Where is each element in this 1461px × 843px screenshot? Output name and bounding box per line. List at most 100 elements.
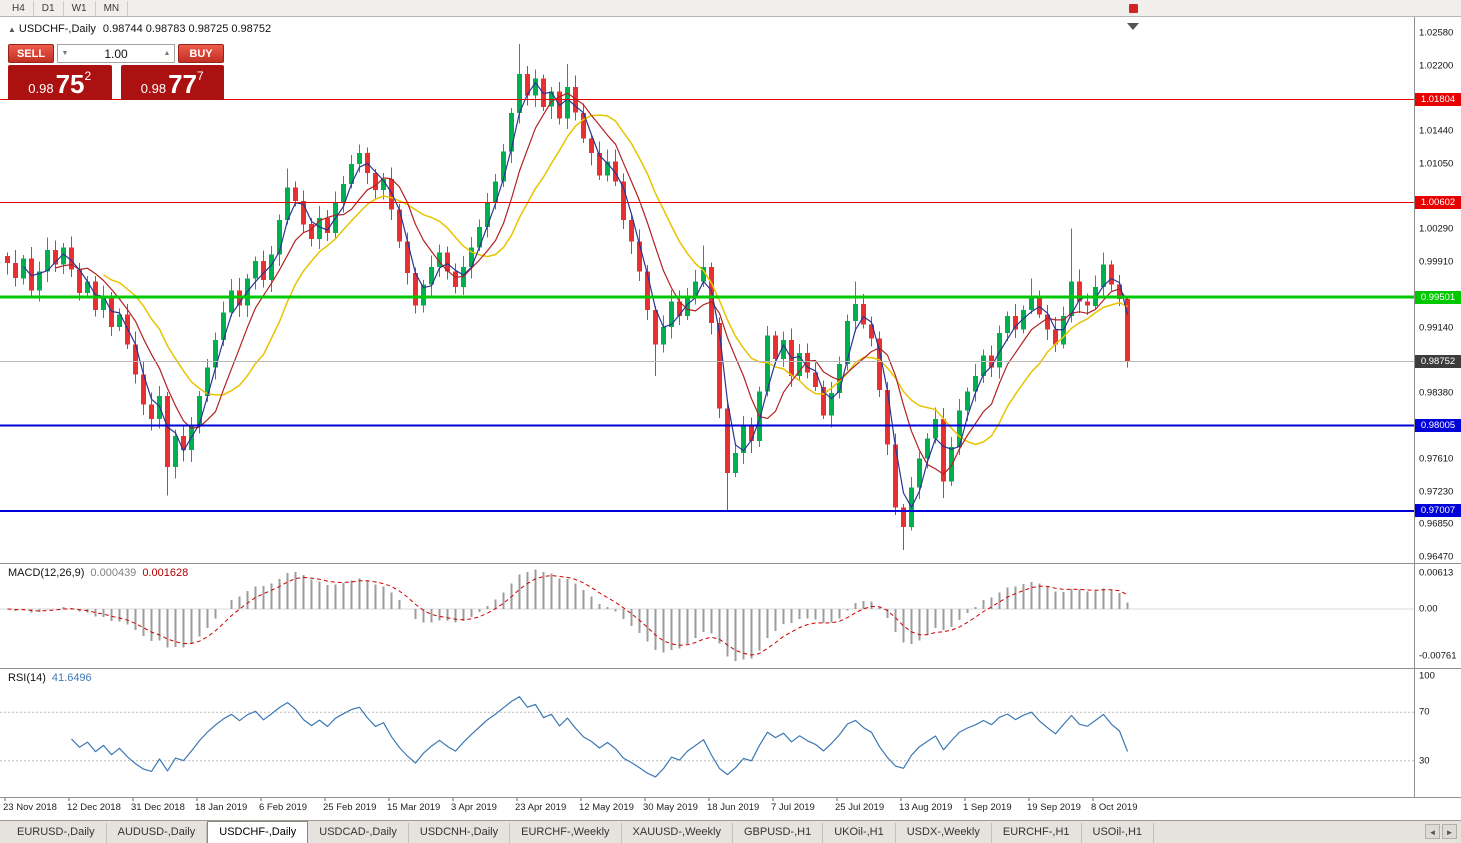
candle-body (21, 258, 26, 279)
candle-body (605, 161, 610, 176)
sell-price-display[interactable]: 0.98 75 2 (8, 65, 112, 100)
candle-body (669, 301, 674, 328)
ma-line-fast-blue (23, 82, 1129, 508)
candle-body (357, 153, 362, 165)
candle-body (445, 252, 450, 272)
tab-scroll-left-button[interactable]: ◄ (1425, 824, 1440, 839)
candle-body (29, 258, 34, 291)
candle-body (549, 91, 554, 107)
symbol-tab-eurchf-weekly[interactable]: EURCHF-,Weekly (510, 823, 622, 843)
candle-body (621, 181, 626, 220)
candle-body (485, 202, 490, 227)
candle-body (197, 395, 202, 426)
candle-body (1077, 281, 1082, 302)
symbol-tab-usdx-weekly[interactable]: USDX-,Weekly (896, 823, 992, 843)
chart-tab-list: EURUSD-,Daily AUDUSD-,Daily USDCHF-,Daily U… (6, 821, 1155, 843)
buy-button[interactable]: BUY (178, 44, 224, 63)
candle-body (685, 295, 690, 316)
candle-body (349, 164, 354, 184)
candle-body (1037, 295, 1042, 315)
candle-body (501, 151, 506, 182)
symbol-tab-eurchf-h1[interactable]: EURCHF-,H1 (992, 823, 1082, 843)
timeframe-button-w1[interactable]: W1 (64, 0, 96, 16)
symbol-tab-usdcad-daily[interactable]: USDCAD-,Daily (308, 823, 409, 843)
symbol-tab-usdcnh-daily[interactable]: USDCNH-,Daily (409, 823, 511, 843)
candle-body (437, 252, 442, 268)
buy-price-display[interactable]: 0.98 77 7 (120, 65, 224, 100)
macd-main-value: 0.000439 (90, 567, 137, 579)
candle-body (101, 297, 106, 310)
candle-body (589, 138, 594, 154)
candle-body (173, 436, 178, 467)
symbol-tab-usdchf-daily[interactable]: USDCHF-,Daily (207, 821, 309, 843)
candle-body (965, 391, 970, 411)
candle-body (813, 372, 818, 388)
timeframe-button-d1[interactable]: D1 (34, 0, 64, 16)
candle-body (285, 187, 290, 220)
candle-body (453, 271, 458, 287)
candle-body (133, 344, 138, 375)
candle-body (213, 340, 218, 368)
collapse-panel-icon[interactable]: ▲ (8, 25, 16, 34)
candle-body (373, 172, 378, 190)
candle-body (413, 273, 418, 306)
candle-body (741, 425, 746, 454)
volume-increase-button[interactable]: ▲ (163, 50, 171, 57)
tab-scroll-right-button[interactable]: ► (1442, 824, 1457, 839)
candle-body (925, 438, 930, 459)
volume-decrease-button[interactable]: ▼ (61, 50, 69, 57)
sell-button[interactable]: SELL (8, 44, 54, 63)
candle-body (837, 364, 842, 394)
candle-body (221, 312, 226, 340)
symbol-tab-xauusd-weekly[interactable]: XAUUSD-,Weekly (622, 823, 733, 843)
candle-body (765, 335, 770, 392)
candle-body (77, 269, 82, 293)
candle-body (1117, 284, 1122, 299)
candle-body (981, 355, 986, 377)
trade-prices-row: 0.98 75 2 0.98 77 7 (8, 65, 224, 100)
candle-body (293, 187, 298, 202)
trade-controls-row: SELL ▼ 1.00 ▲ BUY (8, 44, 224, 63)
candle-body (717, 322, 722, 409)
candle-body (773, 335, 778, 359)
candle-body (253, 261, 258, 279)
candle-body (645, 271, 650, 310)
symbol-tab-usoil-h1[interactable]: USOil-,H1 (1082, 823, 1155, 843)
candle-body (277, 220, 282, 255)
rsi-value: 41.6496 (51, 672, 92, 684)
timeframe-button-h4[interactable]: H4 (4, 0, 34, 16)
candle-body (509, 112, 514, 152)
candle-body (1053, 329, 1058, 345)
volume-value: 1.00 (104, 46, 128, 61)
symbol-tab-audusd-daily[interactable]: AUDUSD-,Daily (107, 823, 208, 843)
candle-body (53, 250, 58, 265)
candle-body (109, 297, 114, 328)
timeframe-button-mn[interactable]: MN (96, 0, 129, 16)
rsi-line (71, 696, 1129, 778)
symbol-tab-ukoil-h1[interactable]: UKOil-,H1 (823, 823, 896, 843)
candle-body (869, 324, 874, 339)
volume-input[interactable]: ▼ 1.00 ▲ (57, 44, 175, 63)
candle-body (269, 254, 274, 280)
candle-body (1029, 295, 1034, 310)
symbol-tab-gbpusd-h1[interactable]: GBPUSD-,H1 (733, 823, 824, 843)
candle-body (229, 290, 234, 313)
candle-body (893, 444, 898, 508)
candle-body (261, 261, 266, 280)
candle-body (821, 387, 826, 416)
candle-body (517, 74, 522, 113)
chart-shift-marker[interactable] (1127, 23, 1139, 30)
candle-body (677, 301, 682, 316)
symbol-tab-eurusd-daily[interactable]: EURUSD-,Daily (6, 823, 107, 843)
candle-body (933, 418, 938, 439)
candle-body (581, 112, 586, 139)
candle-body (149, 404, 154, 419)
candle-body (725, 408, 730, 473)
rsi-indicator-label: RSI(14) 41.6496 (8, 672, 98, 684)
candle-body (1013, 316, 1018, 330)
tab-scroll-controls: ◄ ► (1425, 824, 1457, 839)
candle-body (781, 340, 786, 359)
candle-body (597, 153, 602, 176)
candle-body (493, 181, 498, 203)
